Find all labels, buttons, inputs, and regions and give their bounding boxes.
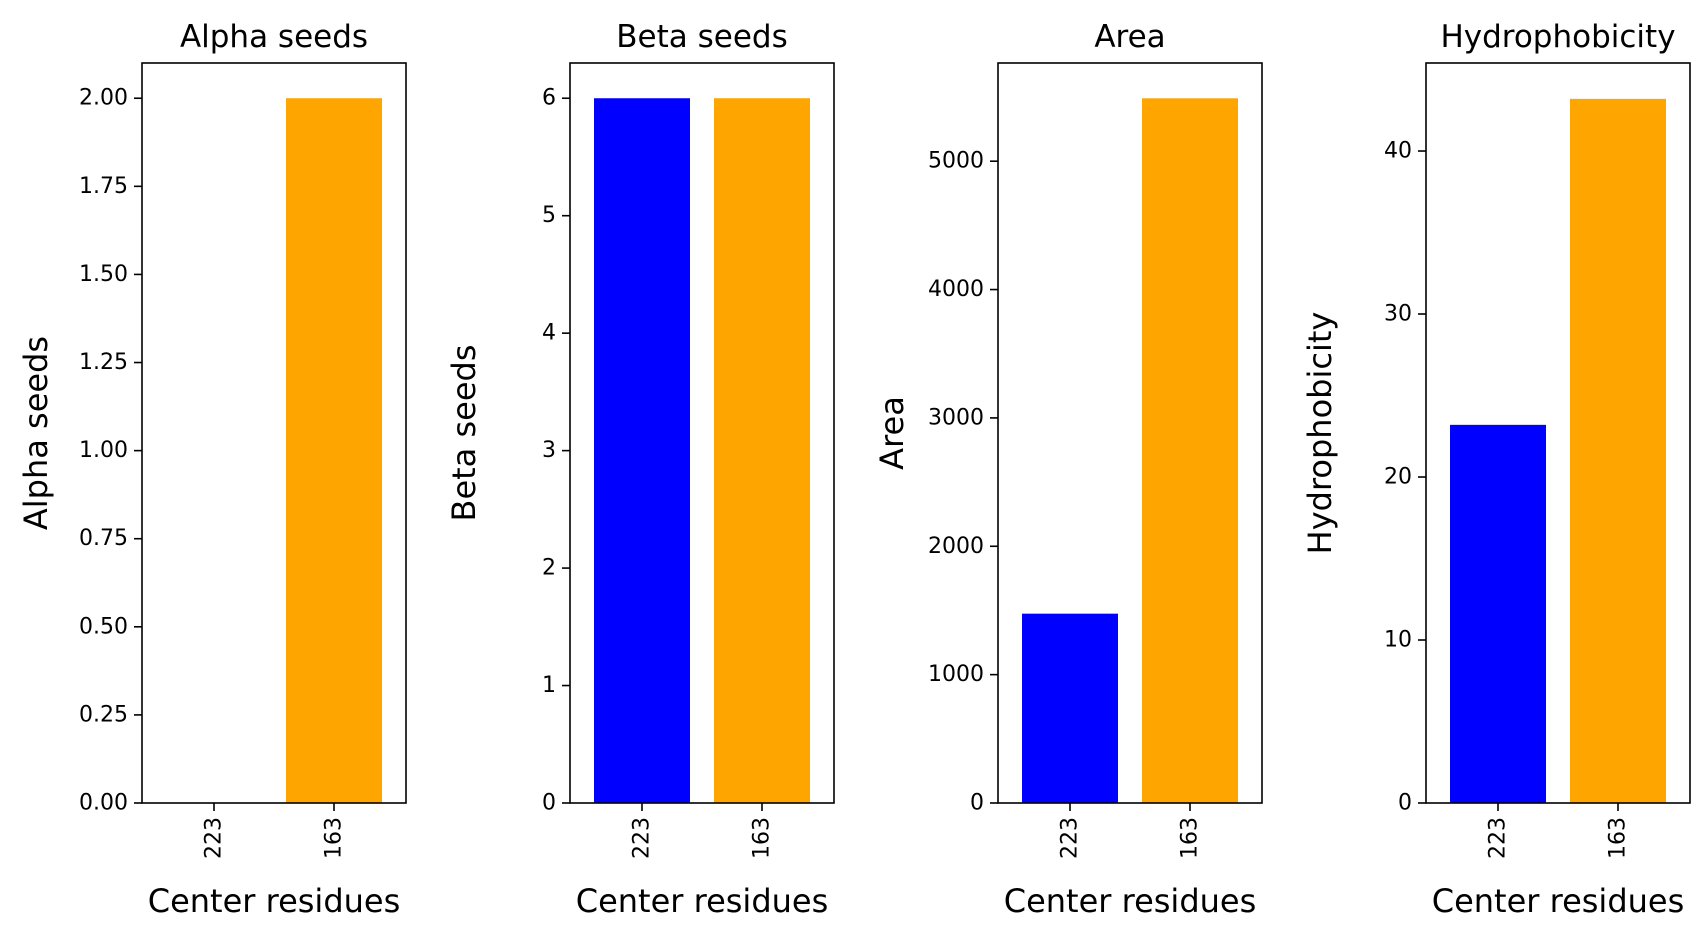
y-axis-label: Hydrophobicity <box>1301 312 1339 555</box>
y-tick-label: 40 <box>1384 139 1412 164</box>
bar-163 <box>714 98 810 803</box>
axes-frame <box>141 62 407 804</box>
y-tick-label: 1000 <box>928 662 984 687</box>
y-tick-label: 30 <box>1384 302 1412 327</box>
x-axis-label: Center residues <box>1432 882 1685 920</box>
x-axis-label: Center residues <box>148 882 401 920</box>
y-tick-label: 2 <box>542 556 556 581</box>
y-tick-label: 0 <box>542 791 556 816</box>
y-tick-label: 3000 <box>928 405 984 430</box>
chart-panel-2: 0 1 2 3 4 5 6 223 163 Beta seeds Center residues Be… <box>445 19 835 920</box>
y-tick-label: 3 <box>542 438 556 463</box>
y-tick-label: 10 <box>1384 628 1412 653</box>
y-tick-label: 1.50 <box>79 262 128 287</box>
y-tick-label: 20 <box>1384 465 1412 490</box>
x-tick-label: 223 <box>202 817 227 859</box>
y-tick-label: 4 <box>542 321 556 346</box>
y-tick-label: 0 <box>1398 791 1412 816</box>
y-tick-label: 1.75 <box>79 174 128 199</box>
y-tick-label: 1 <box>542 673 556 698</box>
y-tick-label: 6 <box>542 86 556 111</box>
chart-title: Area <box>1094 19 1165 55</box>
bar-163 <box>1142 98 1238 804</box>
x-tick-label: 163 <box>750 817 775 859</box>
y-axis-label: Area <box>873 396 911 470</box>
y-tick-label: 2.00 <box>79 86 128 111</box>
bar-223 <box>1450 424 1546 803</box>
x-tick-label: 223 <box>630 817 655 859</box>
x-tick-label: 163 <box>1178 817 1203 859</box>
x-axis-label: Center residues <box>1004 882 1257 920</box>
axes-frame <box>997 62 1263 804</box>
bar-223 <box>1022 613 1118 803</box>
y-tick-label: 0.75 <box>79 526 128 551</box>
chart-title: Beta seeds <box>616 19 787 55</box>
chart-panel-4: 0 10 20 30 40 223 163 Hydrophobicity Center resi… <box>1301 19 1691 920</box>
axes-frame <box>569 62 835 804</box>
chart-panel-1: 0.00 0.25 0.50 0.75 1.00 1.25 1.50 1.75 2.00 223 1… <box>17 19 407 920</box>
y-tick-label: 0.00 <box>79 791 128 816</box>
y-tick-label: 1.00 <box>79 438 128 463</box>
y-tick-label: 0 <box>970 791 984 816</box>
y-tick-label: 0.25 <box>79 702 128 727</box>
y-axis-label: Alpha seeds <box>17 336 55 530</box>
chart-panel-3: 0 1000 2000 3000 4000 5000 223 163 Area Center re… <box>873 19 1263 920</box>
x-tick-label: 223 <box>1486 817 1511 859</box>
x-tick-label: 163 <box>322 817 347 859</box>
axes-frame <box>1425 62 1691 804</box>
y-tick-label: 5 <box>542 203 556 228</box>
y-tick-label: 0.50 <box>79 614 128 639</box>
x-axis-label: Center residues <box>576 882 829 920</box>
y-tick-label: 1.25 <box>79 350 128 375</box>
x-tick-label: 163 <box>1606 817 1631 859</box>
bar-163 <box>1570 98 1666 804</box>
chart-title: Hydrophobicity <box>1440 19 1675 55</box>
bar-163 <box>286 98 382 803</box>
x-tick-label: 223 <box>1058 817 1083 859</box>
y-tick-label: 5000 <box>928 149 984 174</box>
y-tick-label: 2000 <box>928 534 984 559</box>
chart-title: Alpha seeds <box>180 19 368 55</box>
bar-223 <box>594 98 690 803</box>
y-tick-label: 4000 <box>928 277 984 302</box>
y-axis-label: Beta seeds <box>445 345 483 522</box>
